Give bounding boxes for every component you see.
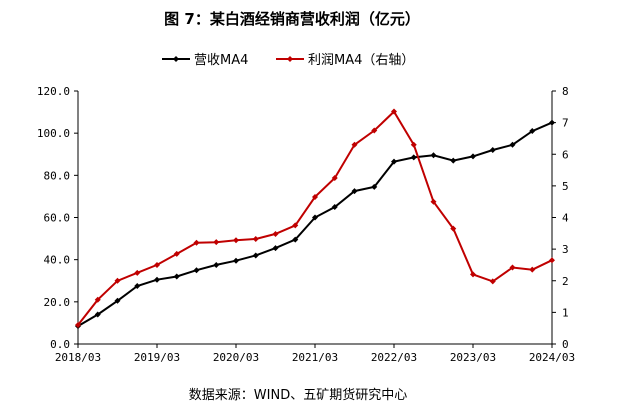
data-point [272, 230, 279, 237]
data-point [371, 127, 378, 134]
data-point [549, 257, 555, 264]
left-axis-ticks: 0.0 20.0 40.0 60.0 80.0 100.0 120.0 [37, 85, 78, 351]
data-point [193, 267, 200, 274]
right-tick-label: 1 [562, 306, 569, 319]
series-revenue [75, 119, 555, 330]
right-tick-label: 4 [562, 212, 569, 225]
x-tick-label: 2018/03 [55, 351, 101, 364]
x-tick-label: 2023/03 [450, 351, 496, 364]
data-point [312, 193, 318, 200]
data-point [252, 236, 259, 243]
right-tick-label: 6 [562, 148, 569, 161]
data-point [173, 273, 180, 280]
left-tick-label: 100.0 [37, 127, 70, 140]
data-point [233, 237, 239, 244]
data-point [351, 141, 358, 148]
data-point [75, 322, 81, 329]
data-point [134, 269, 141, 276]
data-point [549, 119, 555, 126]
right-tick-label: 5 [562, 180, 569, 193]
data-point [193, 239, 200, 246]
data-point [509, 264, 516, 271]
data-point [351, 188, 358, 195]
data-point [391, 108, 397, 115]
data-point [331, 203, 338, 210]
data-point [489, 278, 496, 285]
data-point [430, 198, 437, 205]
data-point [489, 147, 496, 154]
left-tick-label: 120.0 [37, 85, 70, 98]
data-point [173, 250, 180, 257]
left-tick-label: 40.0 [44, 254, 71, 267]
data-point [233, 257, 239, 264]
data-point [312, 214, 318, 221]
left-tick-label: 60.0 [44, 212, 71, 225]
data-point [470, 271, 476, 278]
data-point [154, 276, 160, 283]
data-point [331, 174, 338, 181]
legend-label-profit: 利润MA4（右轴） [308, 53, 414, 68]
data-point [410, 141, 417, 148]
x-tick-label: 2022/03 [371, 351, 417, 364]
chart-title: 图 7：某白酒经销商营收利润（亿元） [164, 10, 420, 28]
data-point [371, 183, 378, 190]
data-point [292, 222, 299, 229]
data-point [94, 296, 101, 303]
data-point [94, 311, 101, 318]
data-point [114, 297, 121, 304]
data-point [213, 261, 220, 268]
left-tick-label: 80.0 [44, 169, 71, 182]
data-point [134, 283, 141, 290]
left-tick-label: 20.0 [44, 296, 71, 309]
left-tick-label: 0.0 [50, 338, 70, 351]
data-point [213, 239, 220, 246]
legend-item-revenue: 营收MA4 [162, 53, 248, 68]
right-tick-label: 3 [562, 243, 569, 256]
x-tick-label: 2024/03 [529, 351, 575, 364]
x-tick-label: 2019/03 [134, 351, 180, 364]
source-note: 数据来源：WIND、五矿期货研究中心 [189, 387, 407, 403]
legend: 营收MA4 利润MA4（右轴） [162, 53, 414, 68]
x-tick-label: 2021/03 [292, 351, 338, 364]
data-point [391, 158, 397, 165]
right-tick-label: 0 [562, 338, 569, 351]
data-point [529, 266, 536, 273]
data-point [114, 277, 121, 284]
x-tick-label: 2020/03 [213, 351, 259, 364]
data-point [509, 141, 516, 148]
data-point [272, 245, 279, 252]
data-point [450, 225, 457, 232]
data-point [410, 154, 417, 161]
x-axis-ticks: 2018/03 2019/03 2020/03 2021/03 2022/03 2023/… [55, 344, 575, 364]
series-line [77, 121, 553, 327]
right-tick-label: 8 [562, 85, 569, 98]
legend-label-revenue: 营收MA4 [194, 53, 248, 68]
data-point [292, 236, 299, 243]
right-tick-label: 7 [562, 117, 569, 130]
data-point [430, 152, 437, 159]
right-axis-ticks: 0 1 2 3 4 5 6 7 8 [552, 85, 569, 351]
legend-item-profit: 利润MA4（右轴） [276, 53, 414, 68]
series-layer [75, 108, 555, 330]
data-point [450, 157, 457, 164]
right-tick-label: 2 [562, 275, 569, 288]
series-profit [75, 108, 555, 329]
data-point [154, 261, 160, 268]
data-point [470, 153, 476, 160]
data-point [252, 252, 259, 259]
legend-marker-revenue [173, 56, 179, 62]
legend-marker-profit [287, 56, 293, 62]
data-point [529, 128, 536, 135]
